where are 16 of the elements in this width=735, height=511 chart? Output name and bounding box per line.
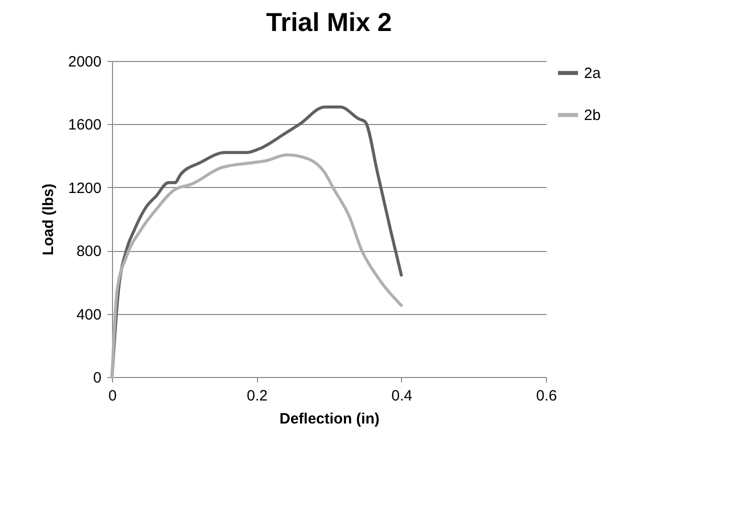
y-axis-title: Load (lbs) — [40, 184, 58, 256]
legend-label: 2a — [584, 65, 602, 82]
y-tick-label: 400 — [76, 306, 102, 324]
chart-title: Trial Mix 2 — [266, 7, 392, 37]
line-series — [110, 153, 403, 378]
x-tick-label: 0.4 — [391, 388, 412, 404]
y-tick-label: 1600 — [68, 116, 102, 134]
x-axis-title: Deflection (in) — [280, 410, 380, 428]
y-tick-label: 2000 — [68, 54, 102, 70]
y-tick-label: 0 — [93, 370, 102, 386]
x-tick-label: 0.6 — [536, 388, 557, 404]
x-tick-label: 0.2 — [246, 388, 268, 404]
y-tick-label: 1200 — [68, 180, 102, 197]
y-tick-label: 800 — [76, 243, 102, 260]
legend-label: 2b — [584, 107, 601, 124]
x-tick-label: 0 — [108, 388, 117, 404]
